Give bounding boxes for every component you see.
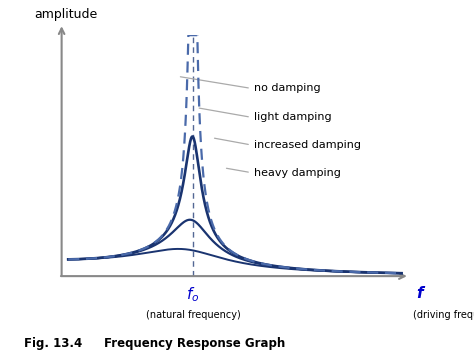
Text: light damping: light damping: [255, 112, 332, 122]
Text: f: f: [417, 286, 423, 301]
Text: increased damping: increased damping: [255, 140, 362, 150]
Text: $f_o$: $f_o$: [186, 286, 200, 304]
Text: amplitude: amplitude: [34, 8, 98, 21]
Text: (driving frequency): (driving frequency): [413, 310, 474, 320]
Text: Fig. 13.4: Fig. 13.4: [24, 337, 82, 350]
Text: heavy damping: heavy damping: [255, 167, 341, 178]
Text: no damping: no damping: [255, 83, 321, 93]
Text: (natural frequency): (natural frequency): [146, 310, 240, 320]
Text: Frequency Response Graph: Frequency Response Graph: [104, 337, 285, 350]
